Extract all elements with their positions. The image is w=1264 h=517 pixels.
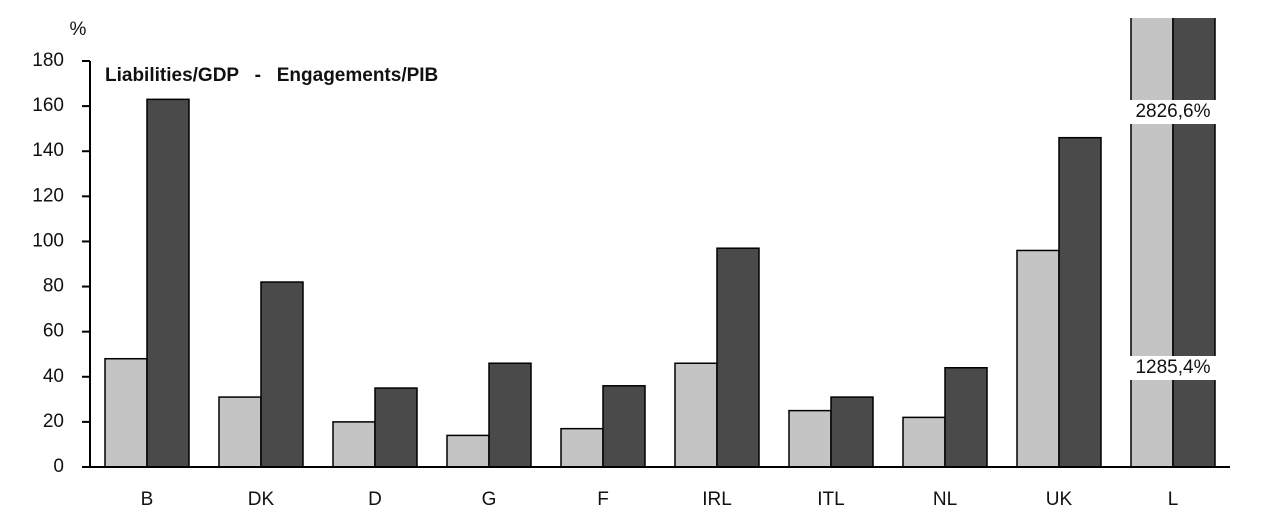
y-tick-label: 80 (43, 276, 64, 297)
bar (1016, 249, 1060, 467)
bar (1058, 136, 1102, 467)
bar (944, 367, 988, 467)
x-tick-label: NL (933, 489, 957, 510)
y-tick-label: 60 (43, 321, 64, 342)
bar (488, 362, 532, 467)
bar (902, 416, 946, 467)
x-tick-label: B (141, 489, 154, 510)
bar (446, 434, 490, 467)
bar (1130, 18, 1174, 467)
y-tick-label: 0 (53, 456, 64, 477)
value-label-bg (1125, 100, 1221, 124)
bar (602, 385, 646, 467)
bar (260, 281, 304, 467)
bar (1172, 18, 1216, 467)
bar (788, 409, 832, 467)
x-tick-label: ITL (817, 489, 844, 510)
y-tick-label: 100 (32, 230, 64, 251)
value-label: 1285,4% (1135, 357, 1210, 378)
y-axis-unit: % (70, 19, 87, 40)
bar (716, 247, 760, 467)
chart-title: Liabilities/GDP - Engagements/PIB (105, 65, 438, 86)
x-tick-label: F (597, 489, 609, 510)
bar (674, 362, 718, 467)
x-tick-label: D (368, 489, 382, 510)
y-tick-label: 140 (32, 140, 64, 161)
bar (332, 421, 376, 467)
y-tick-label: 40 (43, 366, 64, 387)
y-tick-label: 20 (43, 411, 64, 432)
bar (560, 427, 604, 467)
x-tick-label: UK (1046, 489, 1073, 510)
y-tick-label: 120 (32, 185, 64, 206)
y-tick-label: 160 (32, 95, 64, 116)
value-label: 2826,6% (1135, 101, 1210, 122)
bar (146, 98, 190, 467)
x-tick-label: DK (248, 489, 275, 510)
x-tick-label: G (482, 489, 497, 510)
bar (830, 396, 874, 467)
value-label-bg (1125, 356, 1221, 380)
bars (104, 18, 1216, 467)
bar (374, 387, 418, 467)
y-tick-label: 180 (32, 50, 64, 71)
x-tick-label: IRL (702, 489, 732, 510)
x-tick-label: L (1168, 489, 1179, 510)
bar (104, 357, 148, 467)
bar (218, 396, 262, 467)
